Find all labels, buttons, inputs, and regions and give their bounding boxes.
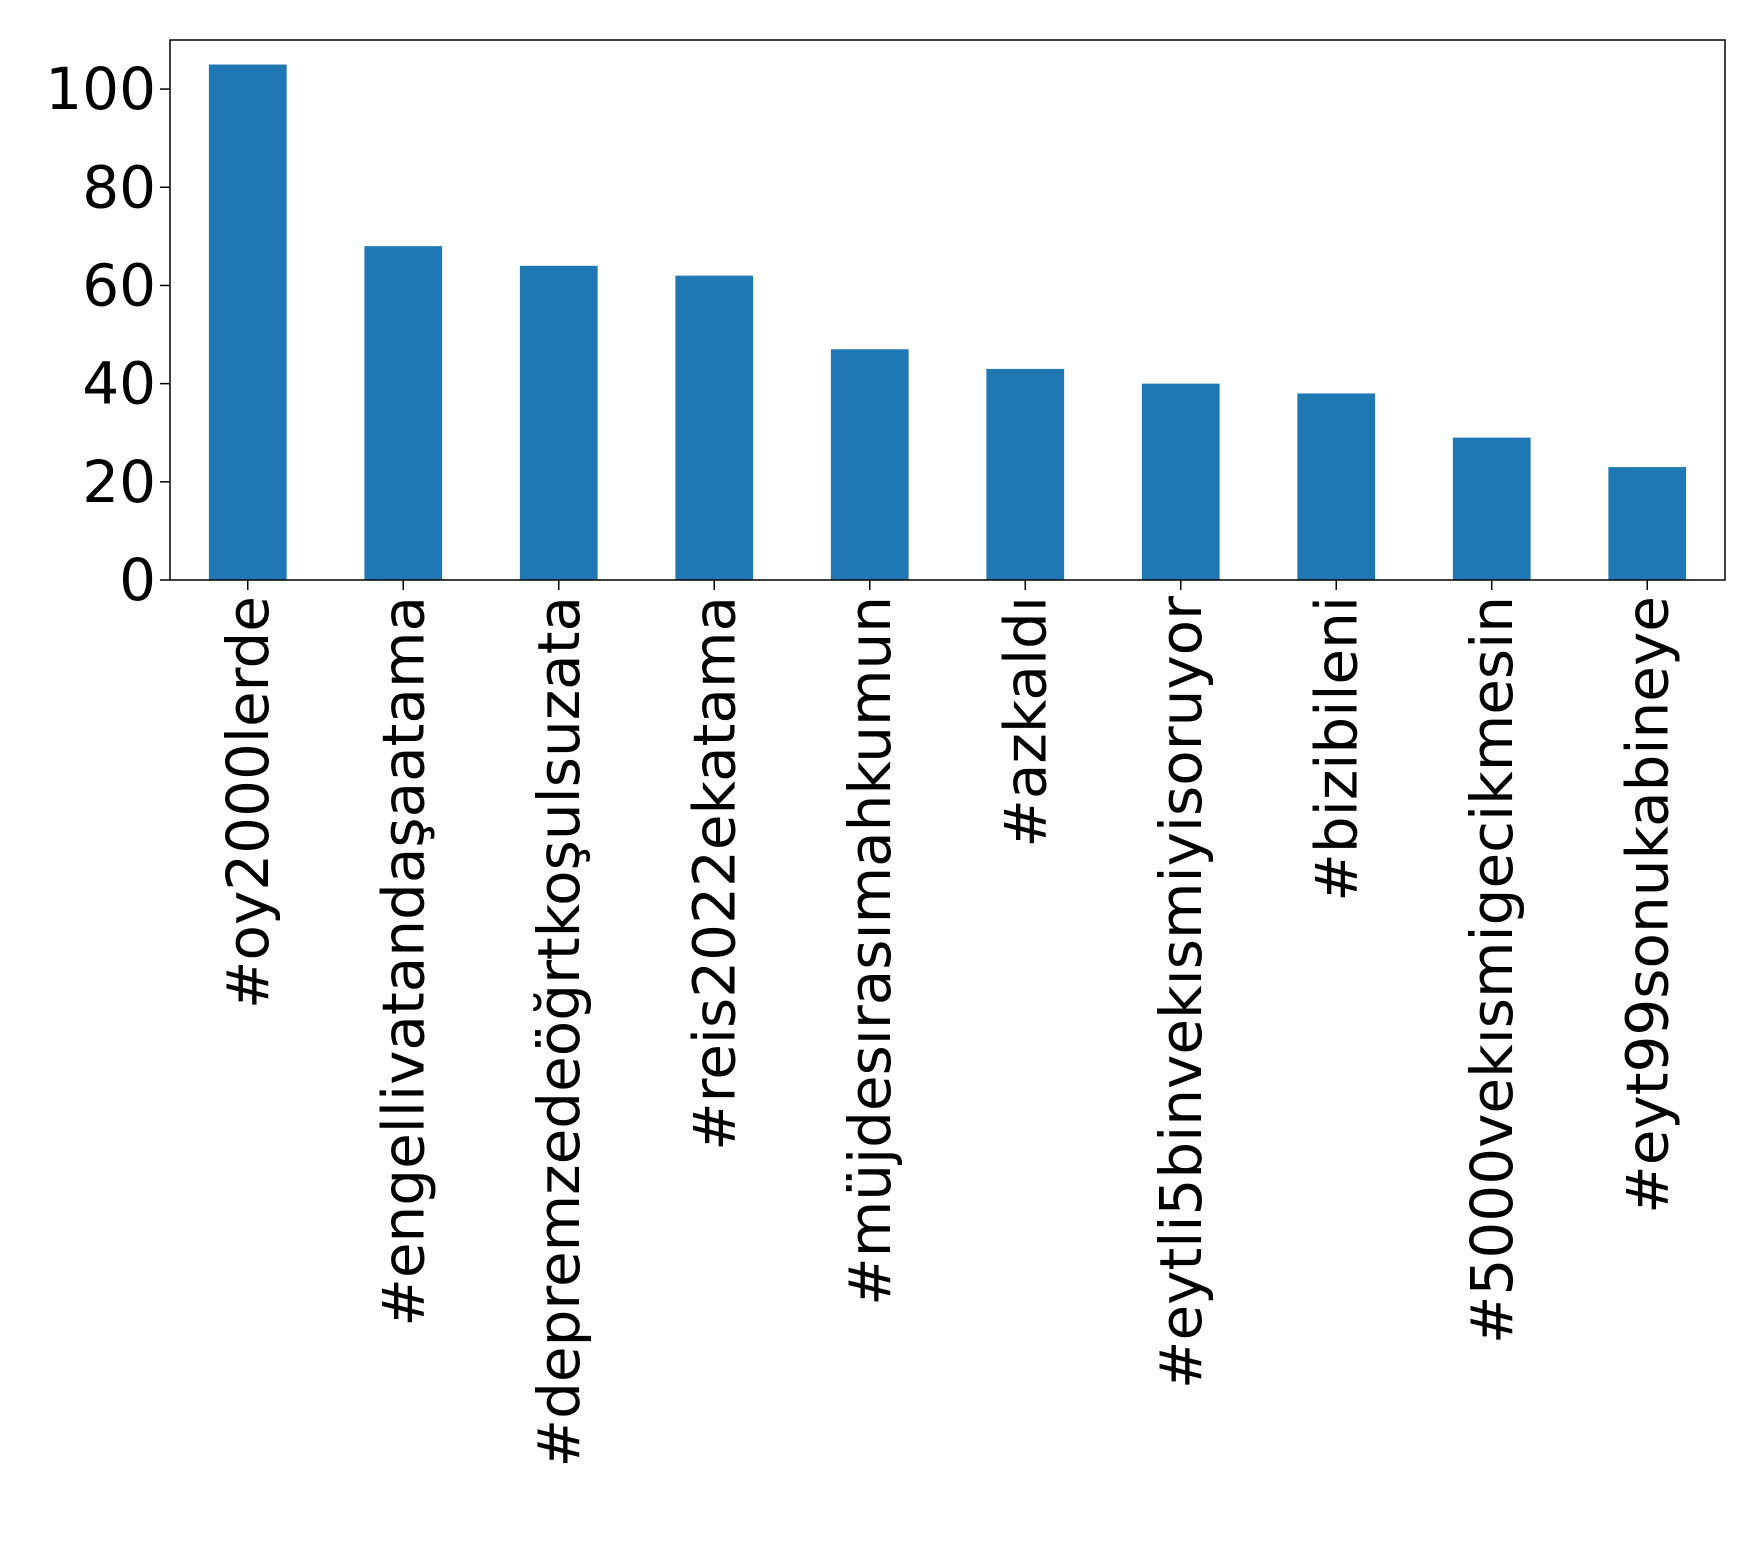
y-tick-label: 80 [82, 153, 156, 221]
x-tick-label: #eyt99sonukabineye [1613, 596, 1681, 1214]
bars-layer [208, 64, 1687, 580]
x-tick-label: #azkaldı [991, 596, 1059, 848]
plot-area-frame [169, 39, 1726, 581]
bar-7 [1141, 383, 1220, 580]
y-tick-label: 60 [82, 251, 156, 319]
x-tick-label: #depremzedeöğrtkoşulsuzata [525, 596, 593, 1468]
x-axis: #oy2000lerde #engellivatandaşaatama #depre… [214, 580, 1681, 1468]
bar-8 [1297, 393, 1376, 580]
x-tick-label: #reis2022ekatama [680, 596, 748, 1151]
x-tick-label: #oy2000lerde [214, 596, 282, 1009]
x-tick-label: #engellivatandaşaatama [369, 596, 437, 1327]
y-axis: 0 20 40 60 80 100 [45, 55, 170, 614]
bar-4 [675, 275, 754, 580]
bar-1 [208, 64, 287, 580]
x-tick-label: #eytli5binvekısmiyisoruyor [1147, 596, 1215, 1389]
bar-10 [1608, 467, 1687, 580]
bar-2 [364, 246, 443, 580]
bar-5 [830, 349, 909, 580]
bar-3 [519, 265, 598, 580]
y-tick-label: 40 [82, 350, 156, 418]
y-tick-label: 100 [45, 55, 156, 123]
x-tick-label: #bizibileni [1302, 596, 1370, 902]
x-tick-label: #5000vekısmigecikmesin [1458, 596, 1526, 1344]
x-tick-label: #müjdesırasımahkumun [836, 596, 904, 1306]
y-tick-label: 0 [119, 546, 156, 614]
y-tick-label: 20 [82, 448, 156, 516]
bar-9 [1452, 437, 1531, 580]
bar-6 [986, 368, 1065, 580]
